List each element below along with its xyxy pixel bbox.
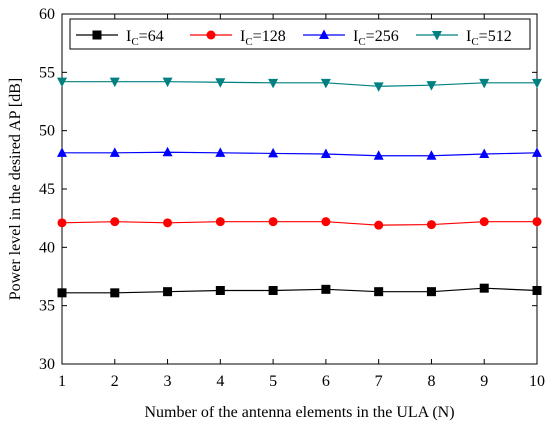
- x-tick-label: 5: [269, 373, 277, 390]
- data-point: [110, 288, 120, 298]
- data-point: [215, 217, 225, 227]
- legend-entry: IC=64: [76, 28, 164, 48]
- legend-label: IC=512: [466, 28, 512, 48]
- data-point: [532, 286, 542, 295]
- legend-marker: [92, 30, 102, 40]
- data-point: [479, 78, 490, 89]
- data-point: [532, 78, 542, 89]
- legend-label: IC=128: [240, 28, 286, 48]
- series-line: [62, 81, 537, 87]
- legend-entry: IC=512: [416, 28, 512, 48]
- legend-entry: IC=128: [190, 28, 286, 48]
- data-point: [110, 217, 120, 227]
- data-point: [320, 78, 331, 89]
- y-tick-label: 45: [39, 181, 55, 198]
- data-point: [374, 220, 384, 230]
- data-point: [215, 147, 226, 157]
- series-line: [62, 287, 538, 294]
- x-tick-label: 4: [216, 373, 224, 390]
- y-tick-label: 55: [39, 64, 55, 81]
- series-1: [57, 283, 542, 298]
- data-point: [321, 284, 331, 294]
- data-point: [321, 217, 331, 227]
- x-tick-label: 1: [58, 373, 66, 390]
- legend-entry: IC=256: [303, 28, 399, 48]
- data-point: [426, 220, 436, 230]
- data-point: [373, 150, 384, 160]
- x-tick-label: 2: [111, 373, 119, 390]
- legend-marker: [319, 29, 329, 39]
- y-tick-label: 50: [39, 123, 55, 140]
- data-point: [163, 218, 173, 228]
- legend-box: [69, 18, 531, 50]
- data-point: [57, 288, 67, 298]
- data-point: [479, 217, 489, 227]
- plot-area: [61, 13, 538, 365]
- x-tick-label: 10: [529, 373, 545, 390]
- data-point: [268, 78, 279, 89]
- data-point: [320, 148, 331, 158]
- y-tick-label: 60: [39, 6, 55, 23]
- x-tick-label: 6: [322, 373, 330, 390]
- series-2: [57, 217, 542, 230]
- data-point: [57, 77, 67, 88]
- data-point: [532, 147, 542, 157]
- series-line: [61, 221, 537, 226]
- y-tick-label: 30: [39, 356, 55, 373]
- data-point: [109, 77, 120, 88]
- y-tick-label: 35: [39, 298, 55, 315]
- data-point: [426, 81, 437, 91]
- x-axis-title: Number of the antenna elements in the UL…: [144, 404, 454, 421]
- data-point: [373, 82, 384, 92]
- data-point: [109, 147, 120, 157]
- legend-label: IC=256: [353, 28, 399, 48]
- data-point: [163, 287, 173, 297]
- data-point: [215, 78, 226, 88]
- data-point: [268, 147, 279, 158]
- x-tick-label: 9: [480, 373, 488, 390]
- x-tick-label: 3: [164, 373, 172, 390]
- data-point: [479, 148, 490, 158]
- data-point: [268, 217, 278, 227]
- y-axis-title: Power level in the desired AP [dB]: [7, 78, 24, 300]
- legend-label: IC=64: [126, 28, 164, 48]
- legend-marker: [432, 31, 442, 41]
- legend-marker: [206, 30, 216, 40]
- data-point: [532, 217, 542, 227]
- data-point: [162, 146, 173, 157]
- series-group: [57, 77, 542, 298]
- data-point: [215, 286, 225, 295]
- data-point: [57, 218, 67, 228]
- y-tick-label: 40: [39, 239, 55, 256]
- series-3: [57, 146, 542, 160]
- data-point: [374, 287, 384, 297]
- data-point: [426, 287, 436, 297]
- data-point: [479, 283, 489, 293]
- legend: IC=64 IC=128 IC=256 IC=512: [69, 18, 531, 50]
- x-tick-label: 7: [375, 373, 383, 390]
- series-4: [57, 77, 542, 92]
- data-point: [57, 147, 67, 157]
- data-point: [268, 286, 278, 295]
- data-point: [162, 77, 173, 88]
- x-tick-label: 8: [427, 373, 435, 390]
- series-line: [62, 151, 538, 157]
- data-point: [426, 150, 437, 160]
